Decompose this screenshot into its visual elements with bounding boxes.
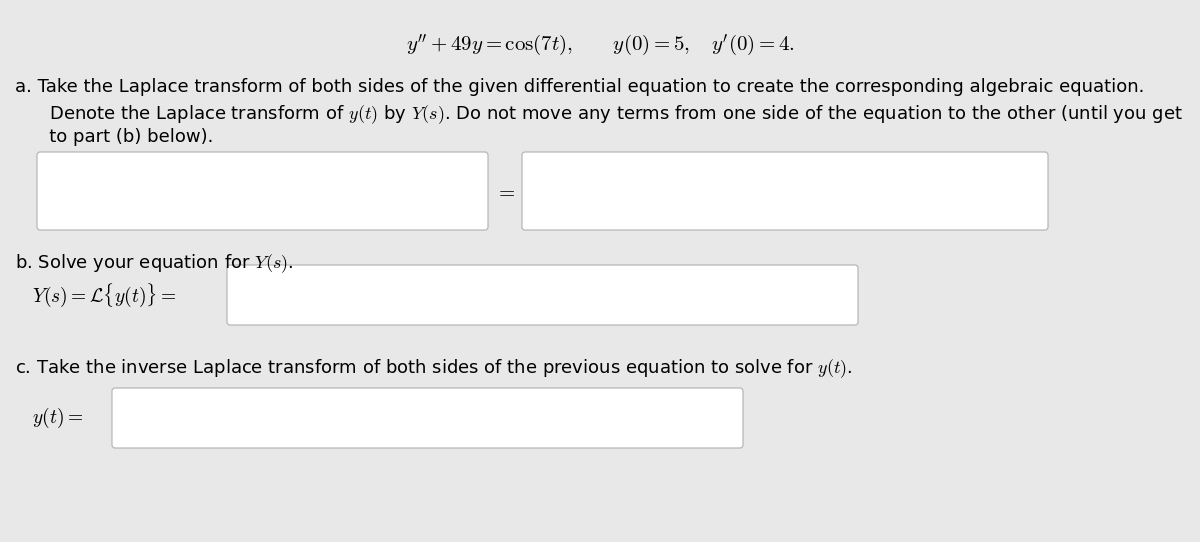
FancyBboxPatch shape	[522, 152, 1048, 230]
FancyBboxPatch shape	[112, 388, 743, 448]
Text: Denote the Laplace transform of $y(t)$ by $Y(s)$. Do not move any terms from one: Denote the Laplace transform of $y(t)$ b…	[32, 103, 1183, 126]
Text: b. Solve your equation for $Y(s)$.: b. Solve your equation for $Y(s)$.	[14, 252, 293, 275]
Text: $y'' + 49y = \cos(7t), \qquad y(0) = 5, \quad y'(0) = 4.$: $y'' + 49y = \cos(7t), \qquad y(0) = 5, …	[406, 32, 794, 57]
Text: c. Take the inverse Laplace transform of both sides of the previous equation to : c. Take the inverse Laplace transform of…	[14, 357, 852, 380]
Text: $y(t) =$: $y(t) =$	[32, 406, 83, 430]
Text: a. Take the Laplace transform of both sides of the given differential equation t: a. Take the Laplace transform of both si…	[14, 78, 1145, 96]
Text: to part (b) below).: to part (b) below).	[32, 128, 214, 146]
Text: $Y(s) = \mathcal{L}\{y(t)\} = $: $Y(s) = \mathcal{L}\{y(t)\} = $	[32, 281, 176, 309]
FancyBboxPatch shape	[227, 265, 858, 325]
Text: $=$: $=$	[494, 181, 515, 201]
FancyBboxPatch shape	[37, 152, 488, 230]
